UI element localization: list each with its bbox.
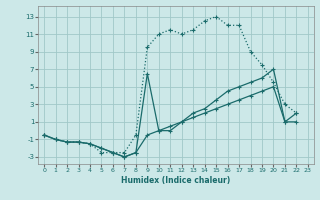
X-axis label: Humidex (Indice chaleur): Humidex (Indice chaleur) xyxy=(121,176,231,185)
